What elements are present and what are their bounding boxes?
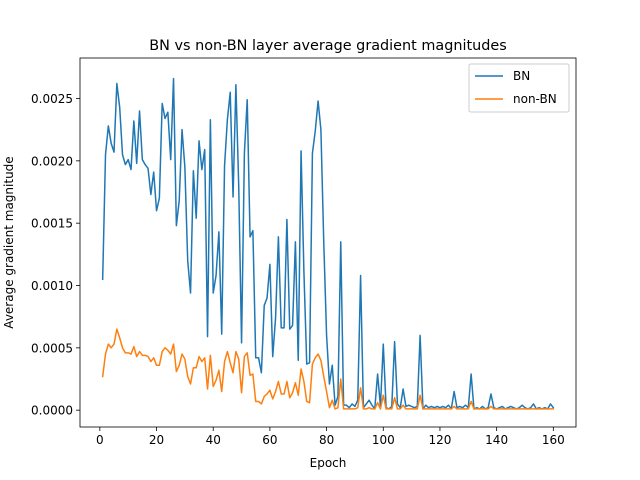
x-tick-label: 160 — [542, 433, 565, 447]
legend-label-bn: BN — [513, 69, 530, 83]
x-tick-label: 120 — [429, 433, 452, 447]
x-tick-label: 0 — [96, 433, 104, 447]
y-tick-label: 0.0000 — [31, 404, 73, 418]
x-axis-ticks: 0 20 40 60 80 100 120 140 160 — [96, 427, 565, 447]
series-layer — [101, 77, 555, 410]
chart-title: BN vs non-BN layer average gradient magn… — [149, 38, 506, 54]
y-tick-label: 0.0005 — [31, 341, 73, 355]
x-tick-label: 80 — [319, 433, 334, 447]
legend-label-non-bn: non-BN — [513, 92, 557, 106]
x-tick-label: 100 — [372, 433, 395, 447]
y-tick-label: 0.0010 — [31, 279, 73, 293]
x-tick-label: 60 — [262, 433, 277, 447]
y-tick-label: 0.0025 — [31, 92, 73, 106]
x-tick-label: 20 — [149, 433, 164, 447]
x-tick-label: 40 — [206, 433, 221, 447]
x-axis-label: Epoch — [310, 456, 347, 470]
y-axis-label: Average gradient magnitude — [2, 156, 16, 328]
x-tick-label: 140 — [485, 433, 508, 447]
y-axis-ticks: 0.0000 0.0005 0.0010 0.0015 0.0020 0.0025 — [31, 92, 80, 418]
series-line-non-bn — [101, 328, 555, 410]
y-tick-label: 0.0020 — [31, 154, 73, 168]
y-tick-label: 0.0015 — [31, 217, 73, 231]
plot-frame — [79, 57, 577, 428]
legend: BN non-BN — [468, 63, 570, 113]
